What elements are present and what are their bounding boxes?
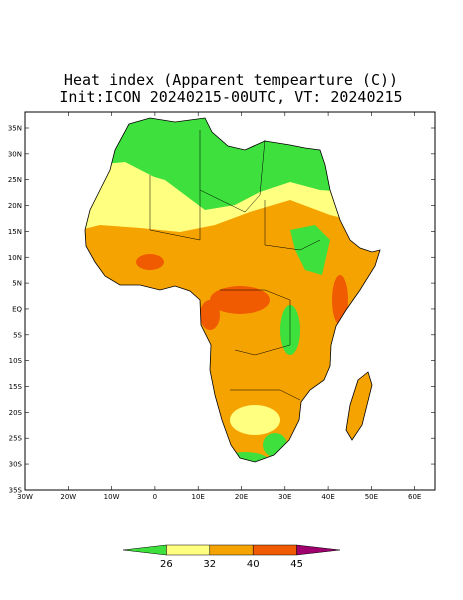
lat-label: 5S [13, 331, 22, 339]
lon-label: 0 [153, 493, 157, 501]
lat-label: 15S [9, 383, 23, 391]
lat-label: 25S [9, 435, 23, 443]
title-line: Init:ICON 20240215-00UTC, VT: 20240215 [59, 88, 402, 106]
lat-label: 20N [8, 202, 22, 210]
lat-label: 35N [8, 125, 22, 133]
lon-label: 20W [60, 493, 76, 501]
lat-label: 35S [9, 486, 23, 494]
lon-label: 10W [104, 493, 120, 501]
coastline [84, 117, 381, 463]
lat-label: 20S [9, 409, 23, 417]
legend-swatch [296, 544, 341, 556]
lat-label: 5N [12, 280, 22, 288]
lon-label: 30W [17, 493, 33, 501]
legend-label: 32 [203, 559, 216, 570]
lat-label: 30S [9, 461, 23, 469]
lat-label: 10S [9, 357, 23, 365]
lon-label: 20E [235, 493, 248, 501]
lon-label: 30E [278, 493, 291, 501]
legend-label: 45 [290, 559, 303, 570]
title-line: Heat index (Apparent tempearture (C)) [64, 71, 398, 89]
lon-label: 50E [365, 493, 378, 501]
lat-label: 25N [8, 176, 22, 184]
lat-label: EQ [12, 305, 22, 313]
legend-swatch [122, 544, 167, 556]
lat-label: 10N [8, 254, 22, 262]
legend-swatch [209, 544, 254, 556]
lat-label: 30N [8, 150, 22, 158]
madagascar [345, 371, 373, 441]
lon-label: 40E [321, 493, 334, 501]
lon-label: 10E [192, 493, 205, 501]
legend-label: 26 [160, 559, 173, 570]
legend-swatch [166, 544, 211, 556]
borders [149, 130, 321, 401]
legend-swatch [252, 544, 297, 556]
lon-label: 60E [408, 493, 421, 501]
legend-label: 40 [247, 559, 260, 570]
lat-label: 15N [8, 228, 22, 236]
